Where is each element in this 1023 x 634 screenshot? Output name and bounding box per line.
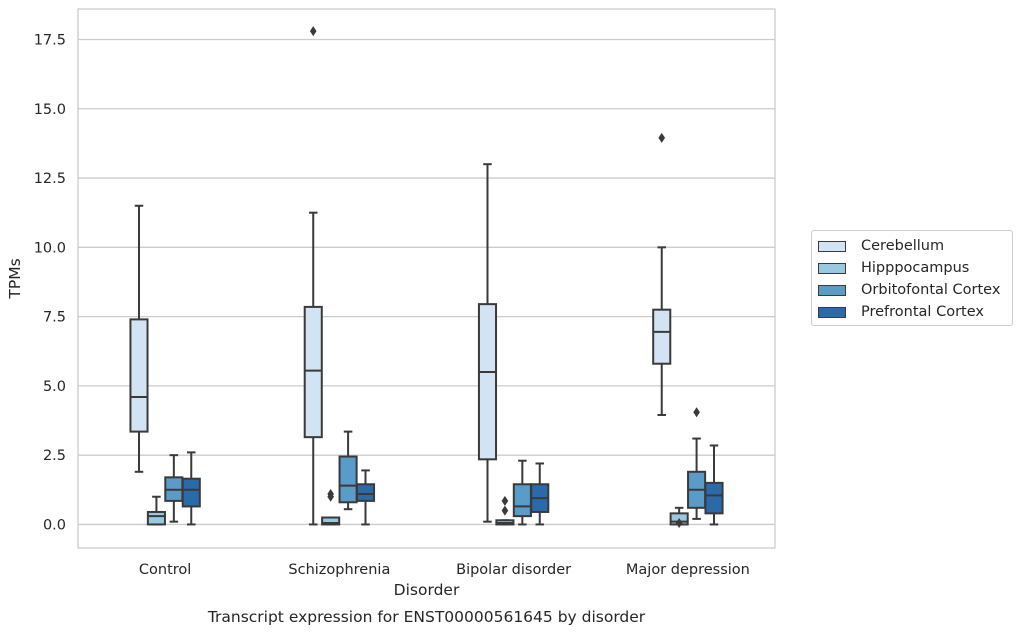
y-tick-label: 2.5 <box>43 448 66 464</box>
x-tick-labels: Control Schizophrenia Bipolar disorder Majo… <box>139 562 750 578</box>
x-tick-label: Bipolar disorder <box>456 562 571 578</box>
box <box>181 477 201 508</box>
box <box>652 308 672 365</box>
outlier-point <box>309 26 317 37</box>
box-group <box>146 495 166 526</box>
y-tick-label: 17.5 <box>34 32 66 48</box>
y-tick-label: 5.0 <box>43 379 66 395</box>
x-tick-label: Major depression <box>626 562 750 578</box>
y-gridlines <box>78 38 775 526</box>
y-tick-label: 7.5 <box>43 310 66 326</box>
legend-item: Prefrontal Cortex <box>818 302 984 322</box>
y-tick-label: 15.0 <box>34 102 66 118</box>
outlier-point <box>501 495 509 506</box>
box-group <box>355 469 376 526</box>
outlier-point <box>658 132 666 143</box>
legend-swatch <box>818 262 846 274</box>
box <box>321 516 341 526</box>
box <box>477 303 498 461</box>
plot-frame <box>77 8 776 549</box>
box-group <box>338 430 358 511</box>
box-group <box>164 454 184 523</box>
legend-label: Orbitofontal Cortex <box>861 282 1001 298</box>
box-group <box>652 132 672 416</box>
x-tick-label: Control <box>139 562 191 578</box>
legend-label: Hipppocampus <box>861 260 970 276</box>
y-tick-label: 10.0 <box>34 240 66 256</box>
legend-item: Cerebellum <box>818 236 944 256</box>
box-group <box>129 204 149 473</box>
box <box>338 455 358 504</box>
outlier-point <box>501 505 509 516</box>
y-tick-labels: 0.0 2.5 5.0 7.5 10.0 12.5 15.0 17.5 <box>34 32 66 533</box>
legend-label: Cerebellum <box>861 238 945 254</box>
box <box>355 483 376 502</box>
box-group <box>477 163 498 523</box>
legend: Cerebellum Hipppocampus Orbitofontal Cor… <box>811 230 1013 326</box>
box <box>704 481 724 515</box>
box-group <box>321 488 341 526</box>
box-group <box>495 495 515 526</box>
x-axis-label: Disorder <box>394 581 460 599</box>
box <box>512 483 532 518</box>
chart-title: Transcript expression for ENST0000056164… <box>207 608 646 626</box>
box-groups <box>129 26 724 529</box>
box-group <box>530 462 550 526</box>
box <box>129 318 149 433</box>
outlier-point <box>675 518 683 529</box>
box-group <box>512 459 532 526</box>
y-tick-label: 12.5 <box>34 171 66 187</box>
outlier-point <box>327 488 334 499</box>
legend-swatch <box>818 240 846 252</box>
legend-swatch <box>818 306 846 318</box>
x-tick-label: Schizophrenia <box>288 562 390 578</box>
legend-item: Hipppocampus <box>818 258 969 278</box>
box <box>303 305 323 439</box>
box <box>146 510 166 526</box>
y-axis-label: TPMs <box>6 258 24 299</box>
box-group <box>669 506 689 529</box>
box-group <box>181 451 201 526</box>
y-tick-label: 0.0 <box>43 517 66 533</box>
legend-swatch <box>818 284 846 296</box>
box-group <box>704 444 724 526</box>
legend-label: Prefrontal Cortex <box>861 304 984 320</box>
box-group <box>303 26 323 526</box>
legend-item: Orbitofontal Cortex <box>818 280 1000 300</box>
box-group <box>687 407 707 520</box>
outlier-point <box>693 407 700 418</box>
